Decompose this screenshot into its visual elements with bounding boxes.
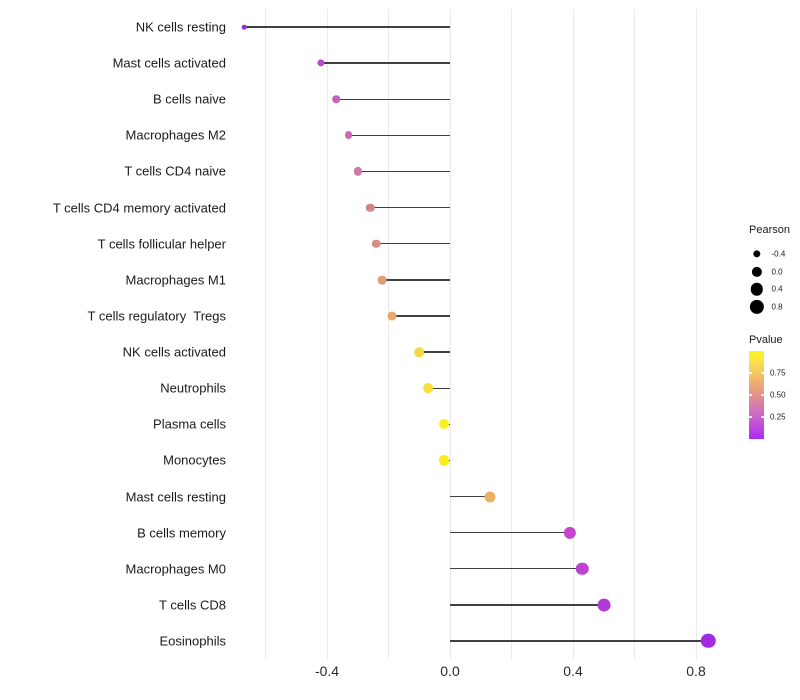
pvalue-colorbar-label: 0.25 [770, 412, 786, 422]
gridline [695, 9, 697, 659]
pearson-legend-dot [749, 299, 765, 314]
pearson-legend-label: 0.4 [771, 284, 783, 294]
pearson-legend-label: 0.0 [771, 267, 783, 277]
data-point [484, 491, 496, 503]
data-point [332, 95, 341, 104]
pearson-legend-dot [753, 250, 761, 258]
category-label: T cells CD8 [159, 597, 226, 613]
gridline [634, 9, 635, 659]
data-point [317, 59, 325, 67]
data-point [353, 167, 362, 176]
lollipop-stem [382, 279, 450, 281]
x-tick-label: 0.4 [563, 663, 583, 679]
pearson-legend-label: 0.8 [771, 302, 783, 312]
category-label: T cells CD4 memory activated [52, 200, 226, 216]
lollipop-stem [391, 315, 450, 317]
lollipop-stem [428, 387, 450, 389]
data-point [423, 383, 434, 394]
lollipop-stem [450, 640, 709, 642]
data-point [387, 311, 397, 321]
lollipop-stem [243, 26, 450, 28]
category-label: Eosinophils [159, 633, 227, 649]
pvalue-colorbar-tick [748, 372, 752, 374]
pearson-legend-title: Pearson [749, 224, 790, 236]
x-tick-label: 0.8 [686, 663, 706, 679]
data-point [597, 598, 611, 612]
category-label: Macrophages M1 [125, 272, 226, 288]
x-tick-label: -0.4 [314, 663, 340, 679]
lollipop-stem [348, 134, 450, 137]
pvalue-colorbar-tick [760, 372, 764, 374]
gridline [265, 9, 266, 659]
gridline [572, 9, 574, 659]
data-point [563, 526, 577, 539]
data-point [438, 419, 449, 430]
lollipop-stem [450, 568, 583, 570]
category-label: Plasma cells [153, 416, 226, 432]
pvalue-legend-title: Pvalue [749, 334, 783, 346]
category-label: Macrophages M0 [125, 561, 226, 577]
category-label: Mast cells activated [112, 55, 226, 71]
lollipop-stem [357, 170, 450, 173]
gridline [511, 9, 512, 659]
category-label: B cells memory [137, 525, 226, 541]
pvalue-colorbar [748, 351, 764, 439]
category-label: Monocytes [163, 452, 226, 468]
category-label: Macrophages M2 [125, 127, 226, 143]
category-label: T cells CD4 naive [124, 163, 226, 179]
pearson-legend-label: -0.4 [771, 249, 786, 259]
category-label: Mast cells resting [125, 489, 226, 505]
lollipop-stem [336, 98, 450, 100]
lollipop-stem [450, 531, 570, 534]
category-label: NK cells resting [135, 19, 226, 35]
category-label: NK cells activated [122, 344, 226, 360]
gridline [326, 9, 328, 659]
pvalue-colorbar-tick [748, 394, 752, 396]
pvalue-colorbar-label: 0.50 [770, 390, 786, 400]
lollipop-stem [419, 351, 450, 353]
category-label: B cells naive [153, 91, 226, 107]
lollipop-stem [376, 243, 450, 245]
category-label: T cells regulatory Tregs [87, 308, 226, 324]
lollipop-stem [450, 495, 490, 498]
pearson-legend-dot [750, 282, 764, 296]
data-point [701, 633, 716, 649]
pvalue-colorbar-tick [760, 394, 764, 396]
pvalue-colorbar-label: 0.75 [770, 368, 786, 378]
data-point [377, 275, 387, 285]
pvalue-colorbar-tick [760, 416, 764, 418]
lollipop-stem [320, 62, 450, 64]
gridline [388, 9, 389, 659]
data-point [371, 239, 381, 249]
data-point [344, 131, 353, 140]
gridline [449, 9, 451, 659]
data-point [365, 203, 375, 212]
x-tick-label: 0.0 [440, 663, 460, 679]
data-point [241, 24, 247, 30]
data-point [414, 347, 425, 357]
category-label: Neutrophils [160, 380, 226, 396]
category-label: T cells follicular helper [97, 236, 226, 252]
pvalue-colorbar-tick [748, 416, 752, 418]
lollipop-stem [450, 604, 604, 606]
data-point [575, 562, 589, 576]
data-point [438, 455, 449, 466]
pearson-legend-dot [751, 266, 763, 277]
lollipop-stem [370, 206, 450, 209]
